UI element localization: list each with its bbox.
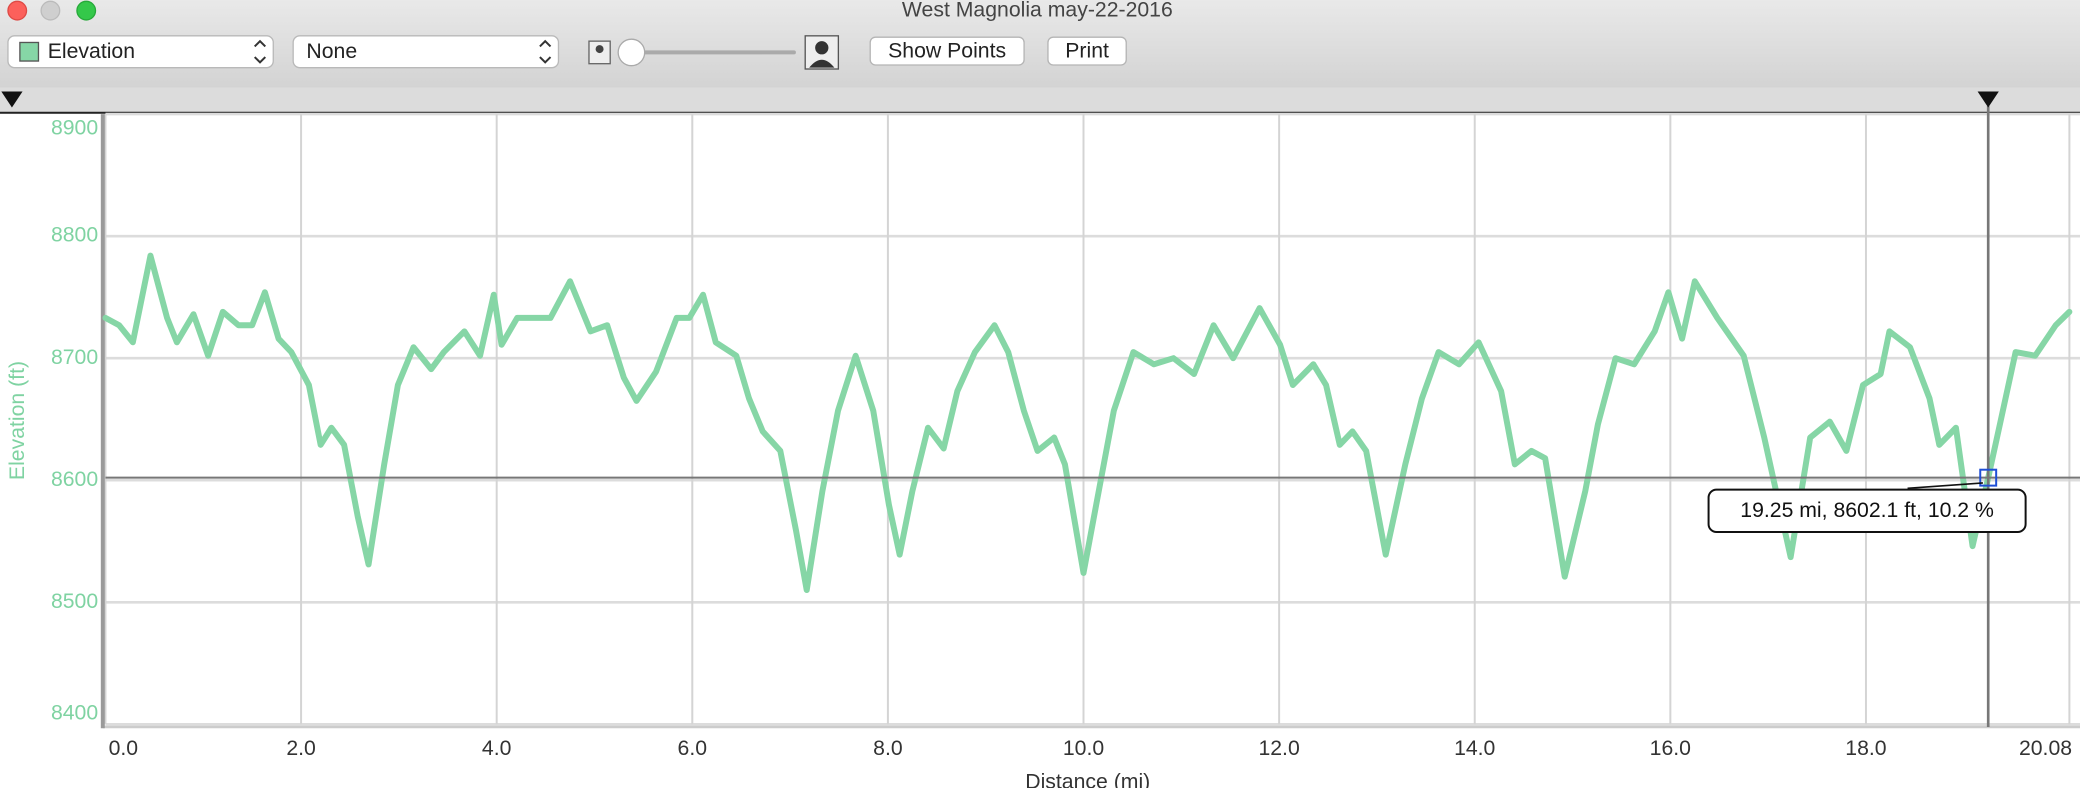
minimize-button[interactable]: [40, 0, 61, 21]
x-tick-label: 6.0: [678, 737, 708, 760]
zoom-large-icon: [815, 41, 829, 55]
tooltip-box: [1707, 488, 2027, 534]
metric-swatch: [19, 41, 40, 62]
overlay-popup[interactable]: [292, 35, 560, 69]
zoom-large-icon: [809, 59, 835, 68]
range-end-marker: [1977, 91, 1999, 108]
x-tick-label: 4.0: [482, 737, 512, 760]
slider-track: [618, 50, 796, 55]
x-tick-label: 0.0: [109, 737, 139, 760]
zoom-small-icon: [595, 45, 604, 54]
range-start-marker[interactable]: [1, 91, 23, 108]
print-button[interactable]: [1047, 36, 1127, 66]
x-tick-label: 14.0: [1454, 737, 1495, 760]
overlay-label: None: [306, 40, 357, 63]
slider-knob[interactable]: [617, 38, 646, 67]
tooltip-text: 19.25 mi, 8602.1 ft, 10.2 %: [1740, 499, 1994, 522]
popup-arrows: [539, 39, 552, 64]
x-tick-label: 12.0: [1258, 737, 1299, 760]
metric-popup[interactable]: [7, 35, 274, 69]
x-tick-label: 20.08: [2019, 737, 2072, 760]
plot: 8400 8500 8600 8700 8800 8900 0.0 2.0 4.0 6.0 8.0 1…: [51, 106, 2080, 760]
print-label: Print: [1065, 39, 1109, 62]
y-tick-label: 8800: [51, 224, 98, 247]
y-tick-label: 8900: [51, 116, 98, 139]
cursor-marker: [1979, 468, 1998, 487]
tooltip-pointer: [1907, 482, 1983, 490]
x-tick-label: 8.0: [873, 737, 903, 760]
close-button[interactable]: [7, 0, 28, 21]
window-title: West Magnolia may-22-2016: [902, 0, 1173, 21]
y-tick-label: 8600: [51, 468, 98, 491]
x-tick-label: 2.0: [286, 737, 316, 760]
zoom-button[interactable]: [76, 0, 97, 21]
y-tick-label: 8700: [51, 346, 98, 369]
x-axis-title: Distance (mi): [1025, 770, 1150, 788]
y-tick-label: 8400: [51, 701, 98, 724]
metric-label: Elevation: [48, 40, 135, 63]
ruler: [0, 87, 2080, 113]
show-points-label: Show Points: [888, 39, 1006, 62]
y-tick-label: 8500: [51, 590, 98, 613]
x-tick-label: 16.0: [1650, 737, 1691, 760]
x-tick-label: 10.0: [1063, 737, 1104, 760]
x-tick-label: 18.0: [1845, 737, 1886, 760]
show-points-button[interactable]: [869, 36, 1025, 66]
popup-arrows: [253, 39, 267, 64]
elevation-line: [102, 252, 2073, 594]
y-axis-title: Elevation (ft): [6, 361, 29, 480]
